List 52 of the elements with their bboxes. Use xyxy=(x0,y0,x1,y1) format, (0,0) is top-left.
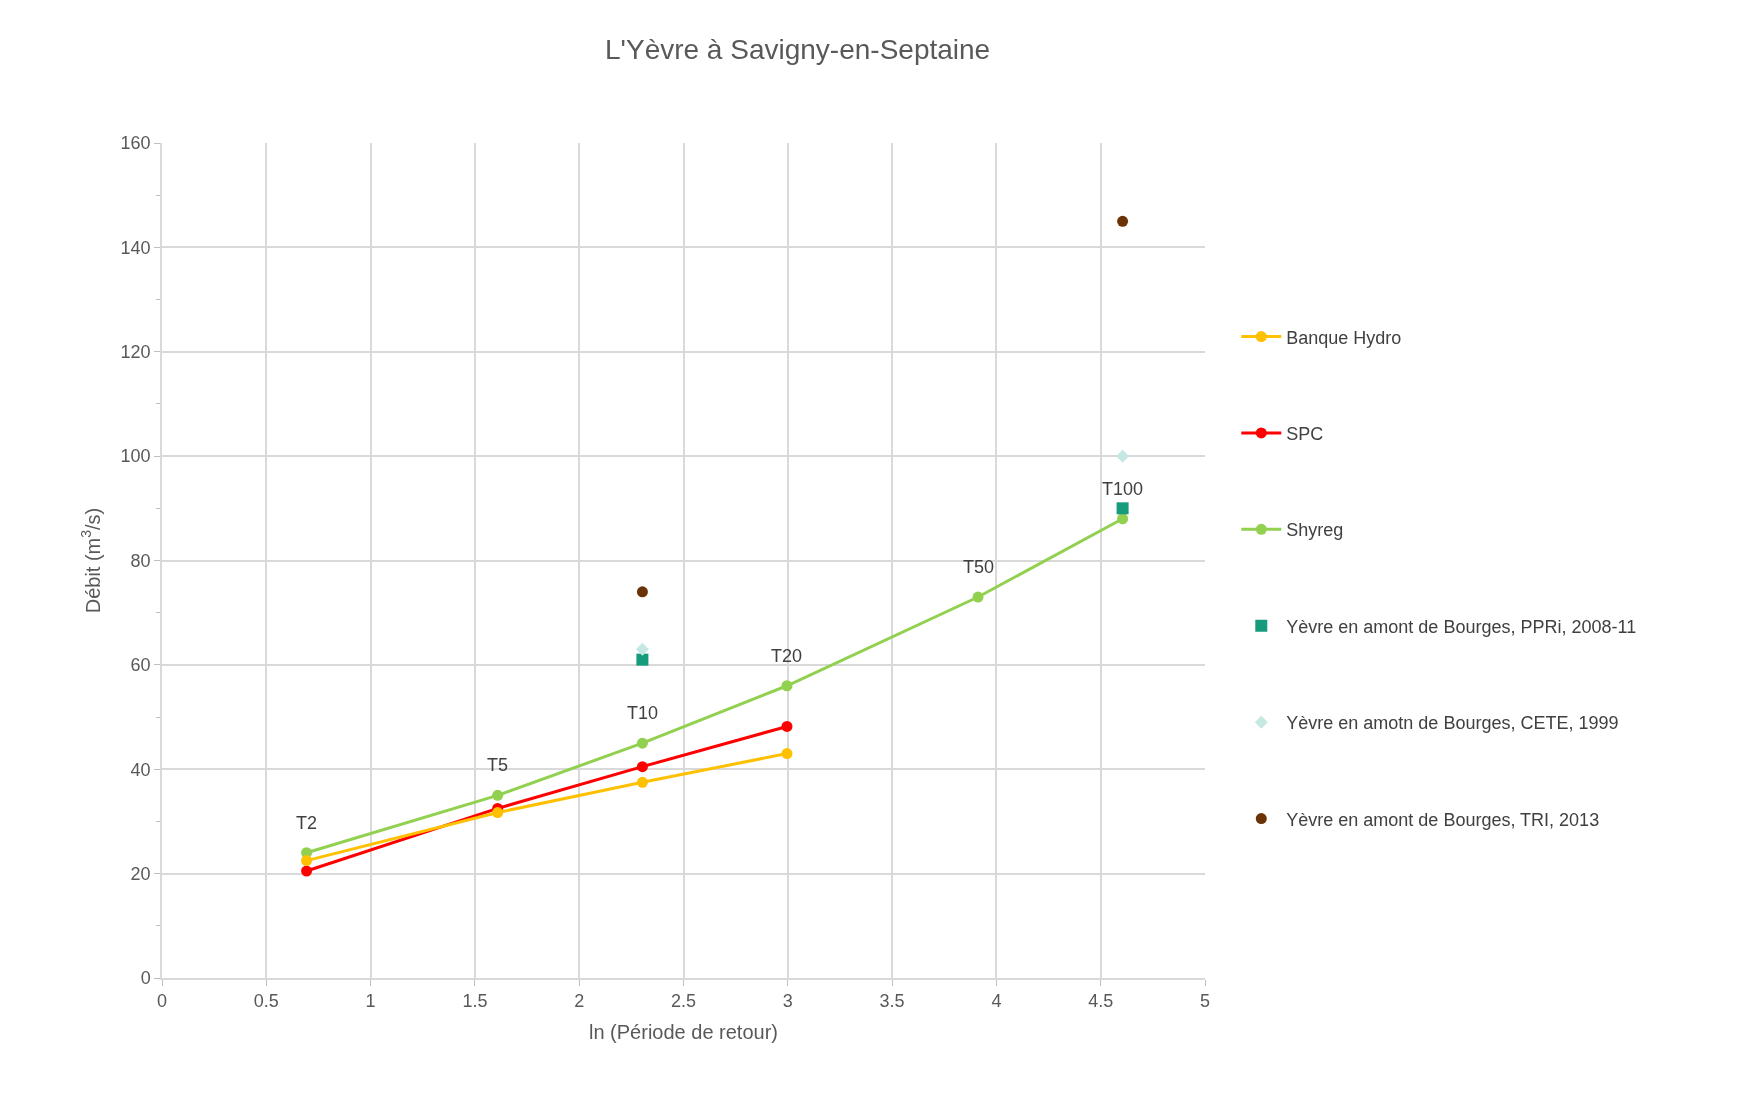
x-axis-title: ln (Période de retour) xyxy=(589,1021,778,1044)
annotation: T5 xyxy=(487,755,509,775)
point xyxy=(1116,502,1129,515)
point xyxy=(636,737,648,749)
y-tick-label: 160 xyxy=(120,133,151,154)
point xyxy=(636,653,649,666)
y-tick-label: 20 xyxy=(130,863,151,884)
legend-label: Yèvre en amotn de Bourges, CETE, 1999 xyxy=(1286,713,1619,734)
x-tick-label: 2.5 xyxy=(670,991,697,1012)
point xyxy=(781,680,793,692)
annotation: T10 xyxy=(627,703,659,723)
x-tick-label: 3 xyxy=(782,991,793,1012)
y-tick-label: 120 xyxy=(120,342,151,363)
annotation: T50 xyxy=(963,557,995,577)
x-tick-label: 2 xyxy=(574,991,585,1012)
y-tick-label: 140 xyxy=(120,237,151,258)
annotation: T20 xyxy=(771,646,803,666)
y-tick-label: 100 xyxy=(120,446,151,467)
x-tick-label: 0.5 xyxy=(253,991,279,1012)
annotation: T100 xyxy=(1102,479,1144,499)
x-tick-label: 4 xyxy=(991,991,1002,1012)
point xyxy=(635,642,649,656)
point xyxy=(1116,449,1130,463)
chart-title: L'Yèvre à Savigny-en-Septaine xyxy=(605,34,991,66)
point xyxy=(972,591,984,603)
point xyxy=(636,761,648,773)
point xyxy=(492,807,504,819)
point xyxy=(781,748,793,760)
point xyxy=(492,789,504,801)
x-tick-label: 5 xyxy=(1199,991,1211,1012)
x-tick-label: 4.5 xyxy=(1088,991,1114,1012)
x-tick-label: 0 xyxy=(156,991,168,1012)
point xyxy=(1117,513,1129,525)
x-tick-label: 3.5 xyxy=(879,991,905,1012)
legend-label: Banque Hydro xyxy=(1286,327,1402,348)
x-tick-label: 1 xyxy=(365,991,376,1012)
point xyxy=(636,586,648,598)
legend-label: Yèvre en amont de Bourges, TRI, 2013 xyxy=(1286,809,1600,830)
y-tick-label: 80 xyxy=(130,550,151,571)
point xyxy=(636,776,648,788)
legend-label: Yèvre en amont de Bourges, PPRi, 2008-11 xyxy=(1286,616,1637,637)
y-tick-label: 60 xyxy=(130,655,151,676)
point xyxy=(301,865,313,877)
point xyxy=(781,720,793,732)
legend-label: SPC xyxy=(1286,423,1324,444)
point xyxy=(301,855,313,867)
y-tick-label: 40 xyxy=(130,759,151,780)
legend-label: Shyreg xyxy=(1286,520,1344,541)
point xyxy=(1117,215,1129,227)
x-tick-label: 1.5 xyxy=(462,991,488,1012)
annotation: T2 xyxy=(296,813,318,833)
y-tick-label: 0 xyxy=(140,968,151,989)
